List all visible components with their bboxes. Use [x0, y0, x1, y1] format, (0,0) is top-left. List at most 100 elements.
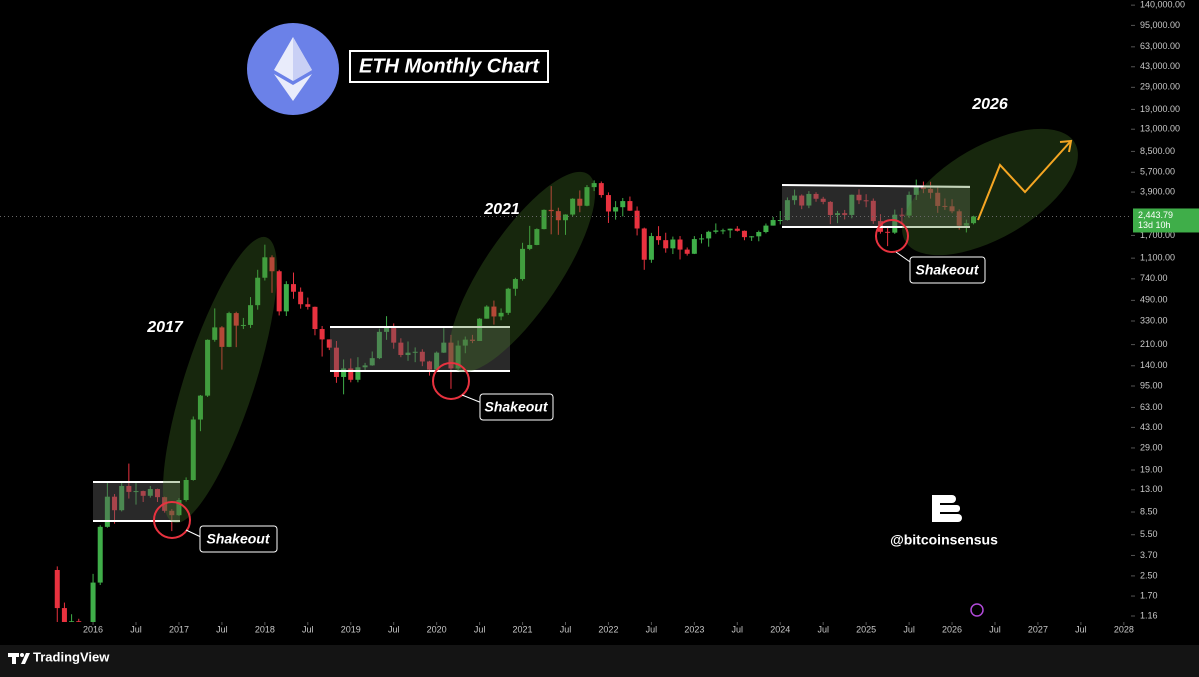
y-tick-label: 210.00 — [1140, 339, 1168, 349]
candle-body — [283, 284, 289, 312]
candle-body — [820, 198, 826, 202]
x-tick-label: Jul — [732, 624, 744, 634]
title-box — [349, 50, 549, 83]
candle-body — [312, 306, 318, 330]
candle-body — [362, 365, 368, 368]
shakeout-label: Shakeout — [206, 531, 270, 547]
y-tick-label: 95.00 — [1140, 380, 1163, 390]
y-tick-label: 5.50 — [1140, 529, 1158, 539]
candle-body — [763, 225, 769, 233]
y-tick-label: 8.50 — [1140, 506, 1158, 516]
candle-body — [656, 236, 662, 241]
y-tick-label: 140.00 — [1140, 360, 1168, 370]
candle-body — [548, 209, 554, 212]
x-tick-label: 2028 — [1114, 624, 1134, 634]
candle-body — [684, 249, 690, 254]
candle-body — [112, 496, 118, 511]
candle-body — [90, 582, 96, 622]
candle-body — [140, 491, 146, 496]
candle-body — [641, 228, 647, 260]
candle-body — [835, 213, 841, 216]
candle-body — [326, 339, 332, 348]
candle-body — [634, 210, 640, 229]
x-tick-label: 2018 — [255, 624, 275, 634]
y-tick-label: 1.70 — [1140, 590, 1158, 600]
candle-body — [290, 284, 296, 292]
candle-body — [663, 240, 669, 249]
y-tick-label: 43.00 — [1140, 422, 1163, 432]
chart-title: ETH Monthly Chart — [359, 55, 540, 77]
y-tick-label: 1,100.00 — [1140, 253, 1175, 263]
candle-body — [856, 194, 862, 201]
candle-body — [119, 485, 125, 511]
y-tick-label: 1,700.00 — [1140, 230, 1175, 240]
candle-body — [262, 257, 268, 278]
candle-body — [298, 291, 304, 305]
projection-arrow — [977, 139, 1073, 221]
watermark: @bitcoinsensus — [890, 532, 998, 548]
candle-body — [226, 313, 232, 347]
x-tick-label: Jul — [474, 624, 486, 634]
candle-body — [720, 230, 726, 232]
candle-body — [713, 230, 719, 232]
candle-body — [376, 331, 382, 359]
cycle-label: 2026 — [971, 96, 1008, 113]
y-tick-label: 95,000.00 — [1140, 20, 1180, 30]
y-tick-label: 43,000.00 — [1140, 61, 1180, 71]
candle-body — [963, 223, 969, 226]
x-tick-label: 2026 — [942, 624, 962, 634]
cycle-label: 2017 — [146, 319, 184, 336]
x-tick-label: Jul — [903, 624, 915, 634]
y-tick-label: 13,000.00 — [1140, 124, 1180, 134]
candle-body — [104, 496, 110, 527]
candle-body — [169, 510, 175, 516]
y-tick-label: 140,000.00 — [1140, 0, 1185, 10]
candle-body — [183, 479, 189, 501]
candle-body — [448, 342, 454, 369]
candle-body — [133, 491, 139, 493]
last-price-box — [1133, 208, 1199, 233]
y-tick-label: 330.00 — [1140, 315, 1168, 325]
candle-body — [741, 230, 747, 238]
x-tick-label: 2027 — [1028, 624, 1048, 634]
last-price-label: 2,443.79 — [1138, 210, 1173, 220]
candle-body — [255, 277, 261, 306]
candle-body — [527, 244, 533, 249]
candle-body — [219, 327, 225, 347]
x-tick-label: Jul — [302, 624, 314, 634]
candle-body — [598, 183, 604, 196]
candle-body — [269, 257, 275, 272]
candle-body — [426, 361, 432, 370]
candle-body — [491, 306, 497, 317]
shakeout-boxes — [199, 256, 986, 553]
x-tick-label: 2025 — [856, 624, 876, 634]
candle-body — [749, 236, 755, 238]
candle-body — [205, 339, 211, 396]
shakeout-label: Shakeout — [484, 399, 548, 415]
plot-area — [54, 179, 977, 622]
candle-body — [706, 231, 712, 239]
candle-body — [240, 324, 246, 326]
candle-body — [477, 318, 483, 341]
candle-body — [520, 248, 526, 280]
y-tick-label: 490.00 — [1140, 295, 1168, 305]
candle-body — [484, 306, 490, 319]
candle-body — [541, 209, 547, 230]
candle-body — [813, 193, 819, 199]
candle-body — [699, 238, 705, 240]
x-tick-label: Jul — [646, 624, 658, 634]
candle-body — [734, 228, 740, 231]
y-tick-label: 63,000.00 — [1140, 41, 1180, 51]
candle-body — [405, 352, 411, 356]
candle-body — [197, 395, 203, 420]
x-tick-label: Jul — [817, 624, 829, 634]
candle-body — [906, 194, 912, 216]
candle-body — [562, 214, 569, 221]
eth-logo — [247, 23, 339, 115]
candle-body — [391, 327, 397, 343]
candle-body — [369, 358, 375, 366]
candle-body — [176, 500, 182, 516]
cycle-label: 2021 — [483, 201, 520, 218]
y-tick-label: 13.00 — [1140, 484, 1163, 494]
tv-logo — [8, 653, 30, 664]
